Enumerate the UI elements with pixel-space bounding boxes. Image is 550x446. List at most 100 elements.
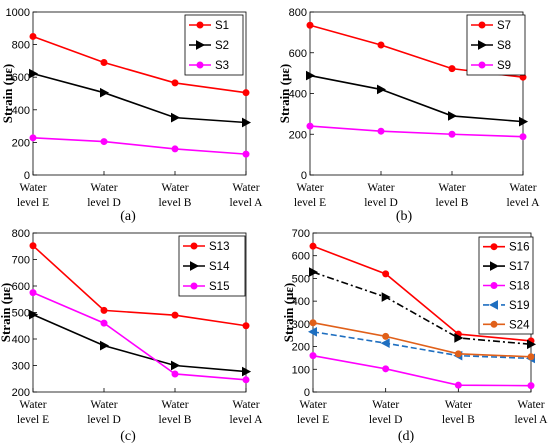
legend: S7 S8 S9 [466, 14, 526, 76]
series-line [312, 245, 532, 342]
y-axis-label: Strain (με) [0, 64, 15, 124]
series-s9 [306, 122, 527, 141]
y-axis-label: Strain (με) [0, 283, 13, 343]
x-tick-label-line: Water [445, 399, 472, 411]
data-point [171, 79, 179, 87]
data-point [242, 322, 250, 330]
y-tick-label: 200 [12, 387, 30, 399]
series-s13 [29, 242, 250, 330]
data-point [382, 365, 390, 373]
x-tick-label: Water level B [159, 182, 192, 209]
x-tick-label-line: Water [372, 399, 399, 411]
x-tick-label-line: level E [294, 197, 326, 209]
y-tick-label: 0 [301, 170, 307, 182]
x-tick-label-line: level B [159, 414, 192, 426]
legend: S16 S17 S18 S19 S24 [478, 236, 534, 335]
data-point [242, 366, 252, 377]
legend-label: S8 [497, 40, 511, 52]
series-s15 [29, 289, 250, 384]
series-line [32, 291, 247, 381]
series-line [309, 74, 524, 123]
legend-marker [190, 242, 198, 250]
series-line [32, 35, 247, 94]
data-point [448, 111, 458, 121]
x-tick-label: Water level A [230, 399, 264, 426]
data-point [29, 32, 37, 40]
x-tick-label-line: Water [232, 399, 259, 411]
x-tick-label-line: Water [296, 182, 323, 194]
x-tick-label-line: Water [299, 399, 326, 411]
x-tick-label: Water level B [436, 182, 469, 209]
x-tick-label: Water level A [515, 399, 549, 426]
data-point [29, 68, 39, 79]
panel-caption: (a) [120, 209, 136, 224]
legend: S1 S2 S3 [184, 14, 244, 76]
series-line [312, 354, 532, 387]
legend-marker [190, 261, 200, 271]
x-tick-label: Water level E [294, 182, 326, 209]
x-tick-label-line: level A [515, 414, 549, 426]
x-tick-label: Water level B [159, 399, 192, 426]
y-tick-label: 600 [12, 72, 30, 84]
data-point [171, 112, 181, 123]
data-point [171, 370, 179, 378]
x-tick-label-line: Water [19, 182, 46, 194]
legend-marker [478, 61, 486, 69]
chart-panel: 0 200 400 600 800 1000 Water level E Water level … [0, 7, 263, 224]
x-tick-label-line: level A [507, 197, 541, 209]
data-point [381, 292, 391, 302]
x-tick-label: Water level D [369, 399, 403, 426]
legend-marker [478, 21, 486, 29]
legend-label: S15 [209, 281, 229, 293]
data-point [171, 360, 181, 371]
y-tick-label: 400 [12, 334, 30, 346]
y-tick-label: 700 [292, 228, 310, 240]
panel-caption: (c) [120, 429, 136, 444]
data-point [100, 87, 110, 98]
series-line [32, 313, 247, 373]
data-point [242, 117, 252, 128]
y-tick-label: 100 [292, 364, 310, 376]
series-line [32, 137, 247, 155]
y-tick-label: 300 [12, 361, 30, 373]
data-point [382, 270, 390, 278]
legend-marker [490, 282, 498, 289]
data-point [100, 306, 108, 314]
series-s3 [29, 134, 250, 158]
y-tick-label: 400 [292, 296, 310, 308]
data-point [171, 145, 179, 153]
chart-panel: 0 100 200 300 400 500 600 700 Water level E Water l… [281, 228, 548, 444]
x-tick-label-line: level A [230, 414, 264, 426]
x-tick-label-line: Water [161, 182, 188, 194]
data-point [29, 309, 39, 320]
legend-label: S9 [497, 60, 511, 72]
data-point [29, 242, 37, 250]
x-tick-label-line: Water [517, 399, 544, 411]
x-tick-label-line: Water [90, 399, 117, 411]
data-point [100, 340, 110, 351]
x-tick-label-line: level B [442, 414, 475, 426]
y-tick-label: 200 [289, 129, 307, 141]
panel-caption: (b) [396, 209, 413, 224]
legend-marker [196, 21, 204, 29]
legend-label: S2 [215, 40, 229, 52]
data-point [448, 65, 456, 73]
legend-marker [478, 40, 488, 50]
series-line [309, 125, 524, 138]
y-tick-label: 500 [292, 273, 310, 285]
y-tick-label: 1000 [6, 7, 30, 19]
data-point [242, 150, 250, 158]
x-tick-label-line: Water [509, 182, 536, 194]
y-tick-label: 200 [292, 342, 310, 354]
data-point [306, 21, 314, 29]
legend-marker [490, 243, 498, 251]
y-tick-label: 600 [12, 281, 30, 293]
legend-marker [488, 300, 498, 310]
x-tick-label: Water level A [507, 182, 541, 209]
legend-label: S3 [215, 60, 229, 72]
series-s24 [309, 319, 535, 361]
x-tick-label-line: Water [438, 182, 465, 194]
y-tick-label: 800 [12, 40, 30, 52]
legend-marker [490, 320, 498, 328]
